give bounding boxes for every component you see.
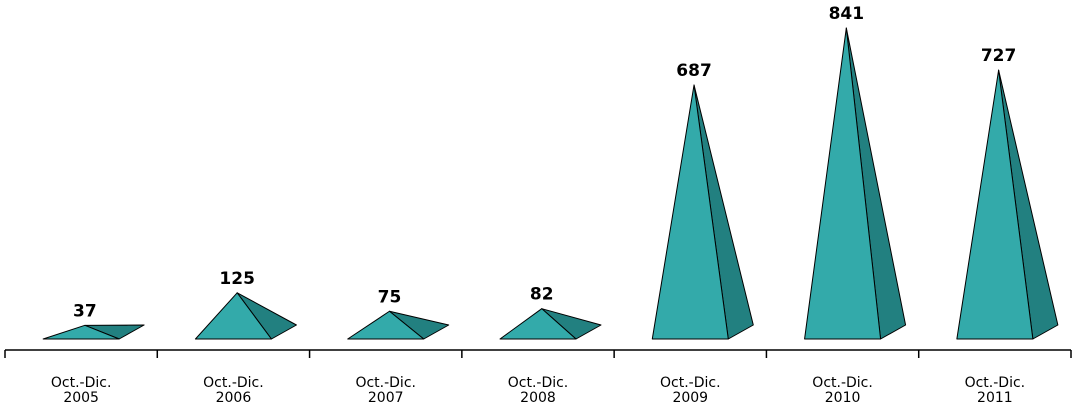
pyramid-front-face <box>804 27 882 340</box>
x-tick-label-line: Oct.-Dic. <box>812 375 873 391</box>
bars-layer <box>42 27 1059 340</box>
x-tick-label-line: Oct.-Dic. <box>660 375 721 391</box>
x-tick-label: Oct.-Dic. 2007 <box>355 375 416 406</box>
pyramid-bar <box>499 308 602 340</box>
data-label: 75 <box>378 287 402 307</box>
pyramid-front-face <box>956 69 1034 340</box>
pyramid-bar <box>956 69 1059 340</box>
pyramid-bar <box>651 84 754 340</box>
pyramid-bar <box>194 292 297 340</box>
pyramid-front-face <box>651 84 729 340</box>
data-label: 125 <box>219 269 255 289</box>
x-tick-label-line: 2009 <box>672 390 708 406</box>
x-tick-label: Oct.-Dic. 2010 <box>812 375 873 406</box>
x-tick-label-line: 2005 <box>63 390 99 406</box>
x-tick-label-line: 2007 <box>368 390 404 406</box>
pyramid-front-face <box>347 310 425 340</box>
x-tick-label-line: Oct.-Dic. <box>508 375 569 391</box>
x-tick-label-line: 2008 <box>520 390 556 406</box>
x-tick-label: Oct.-Dic. 2008 <box>508 375 569 406</box>
x-tick-label: Oct.-Dic. 2009 <box>660 375 721 406</box>
data-label: 82 <box>530 285 554 305</box>
x-tick-label: Oct.-Dic. 2011 <box>965 375 1026 406</box>
pyramid-front-face <box>499 308 577 340</box>
pyramid-front-face <box>42 324 120 340</box>
x-tick-label-line: Oct.-Dic. <box>203 375 264 391</box>
x-tick-label-line: Oct.-Dic. <box>965 375 1026 391</box>
x-tick-label: Oct.-Dic. 2006 <box>203 375 264 406</box>
x-tick-label-line: Oct.-Dic. <box>355 375 416 391</box>
x-tick-label-line: Oct.-Dic. <box>51 375 112 391</box>
pyramid-front-face <box>194 292 272 340</box>
data-label: 687 <box>676 61 712 81</box>
data-label: 841 <box>829 4 865 24</box>
x-tick-label-line: 2011 <box>977 390 1013 406</box>
pyramid-bar <box>42 324 145 340</box>
x-tick-label: Oct.-Dic. 2005 <box>51 375 112 406</box>
data-label: 727 <box>981 46 1017 66</box>
x-axis <box>4 349 1072 358</box>
pyramid-bar <box>347 310 450 340</box>
value-labels: 37 125 75 82 687 841 727 <box>73 4 1016 321</box>
pyramid-bar <box>804 27 907 340</box>
x-tick-label-line: 2010 <box>825 390 861 406</box>
data-label: 37 <box>73 301 97 321</box>
x-tick-label-line: 2006 <box>216 390 252 406</box>
